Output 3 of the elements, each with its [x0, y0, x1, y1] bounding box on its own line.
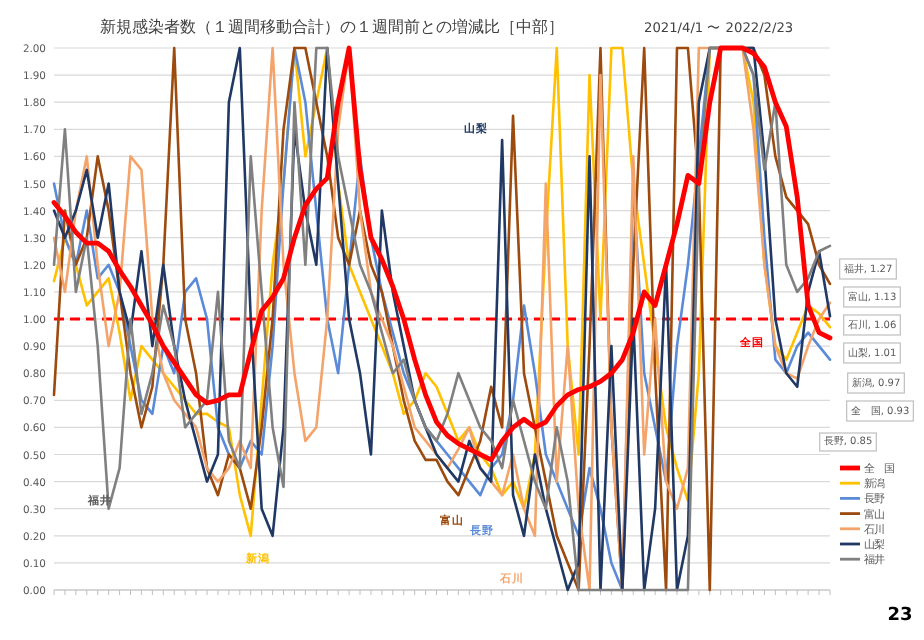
chart-title: 新規感染者数（１週間移動合計）の１週間前との増減比［中部］: [100, 16, 564, 36]
line-series: [51, 45, 833, 463]
text: 23: [887, 606, 913, 626]
